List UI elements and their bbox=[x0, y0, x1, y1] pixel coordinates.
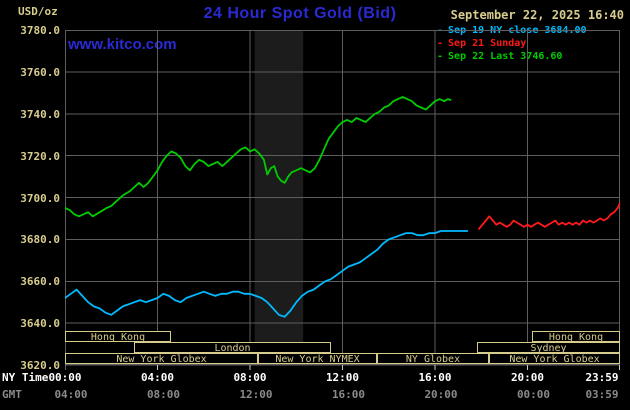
session-box bbox=[65, 353, 258, 364]
x-tick-label: 12:00 bbox=[239, 388, 273, 401]
y-tick-label: 3740.0 bbox=[20, 107, 60, 121]
x-tick-label: 08:00 bbox=[233, 371, 267, 384]
legend-row: - Sep 22 Last 3746.60 bbox=[437, 50, 587, 63]
chart-datetime: September 22, 2025 16:40 bbox=[450, 8, 624, 22]
x-tick-label: 00:00 bbox=[48, 371, 82, 384]
y-axis-unit-label: USD/oz bbox=[18, 5, 58, 18]
session-label: NY Globex bbox=[406, 354, 460, 365]
legend-row: - Sep 21 Sunday bbox=[437, 37, 587, 50]
gmt-axis-label: GMT bbox=[2, 388, 22, 401]
session-box bbox=[489, 353, 620, 364]
y-tick-label: 3620.0 bbox=[20, 359, 60, 372]
session-box bbox=[65, 331, 171, 342]
x-tick-label: 20:00 bbox=[510, 371, 545, 384]
session-label: London bbox=[214, 343, 250, 354]
y-tick-label: 3780.0 bbox=[20, 24, 60, 37]
chart-title: 24 Hour Spot Gold (Bid) bbox=[203, 5, 397, 22]
session-label: Hong Kong bbox=[549, 332, 603, 343]
session-label: New York Globex bbox=[116, 354, 206, 365]
y-tick-label: 3640.0 bbox=[20, 317, 60, 331]
session-label: Sydney bbox=[530, 343, 566, 354]
session-label: New York Globex bbox=[509, 354, 599, 365]
y-tick-label: 3760.0 bbox=[20, 65, 60, 79]
kitco-watermark-link[interactable]: www.kitco.com bbox=[68, 36, 177, 53]
session-box bbox=[377, 353, 489, 364]
y-tick-label: 3720.0 bbox=[20, 149, 60, 163]
x-tick-label: 00:00 bbox=[516, 388, 551, 401]
session-label: New York NYMEX bbox=[275, 354, 359, 365]
x-tick-label: 08:00 bbox=[146, 388, 181, 401]
y-tick-label: 3700.0 bbox=[20, 191, 60, 205]
session-box bbox=[134, 342, 331, 353]
x-tick-label: 12:00 bbox=[325, 371, 360, 384]
series-line-sep21 bbox=[477, 202, 621, 230]
x-tick-label: 23:59 bbox=[585, 371, 619, 384]
x-tick-label: 03:59 bbox=[585, 388, 619, 401]
x-tick-label: 04:00 bbox=[54, 388, 88, 401]
x-tick-label: 16:00 bbox=[418, 371, 452, 384]
x-tick-label: 04:00 bbox=[140, 371, 175, 384]
session-box bbox=[532, 331, 620, 342]
x-tick-label: 20:00 bbox=[424, 388, 458, 401]
series-line-sep19 bbox=[65, 230, 469, 318]
legend-label: Sep 21 Sunday bbox=[448, 38, 527, 49]
x-tick-label: 16:00 bbox=[331, 388, 366, 401]
series-line-sep22 bbox=[65, 96, 452, 218]
legend-label: Sep 22 Last 3746.60 bbox=[448, 51, 563, 62]
y-tick-label: 3660.0 bbox=[20, 275, 60, 289]
legend-dash-icon: - bbox=[437, 38, 444, 49]
legend-dash-icon: - bbox=[437, 51, 444, 62]
ny-time-axis-label: NY Time bbox=[2, 371, 49, 384]
y-tick-label: 3680.0 bbox=[20, 233, 60, 247]
session-label: Hong Kong bbox=[91, 332, 145, 343]
session-box bbox=[258, 353, 377, 364]
session-box bbox=[477, 342, 620, 353]
plot-border bbox=[65, 30, 620, 365]
